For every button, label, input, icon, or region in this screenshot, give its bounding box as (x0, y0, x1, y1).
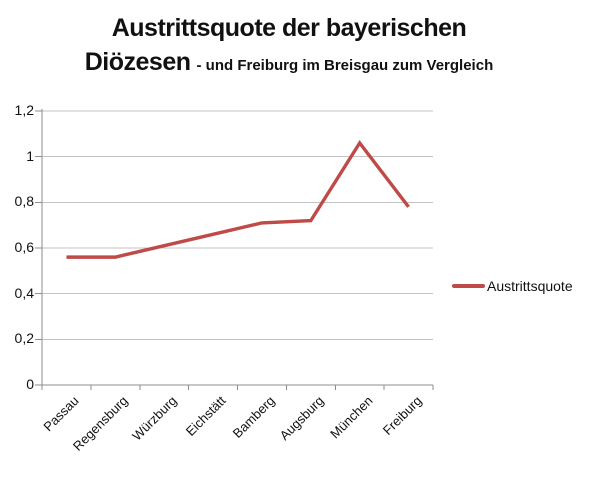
legend-line-swatch (452, 284, 485, 288)
series-line-austrittsquote (66, 139, 410, 259)
chart-title-line2: Diözesen - und Freiburg im Breisgau zum V… (0, 47, 578, 78)
legend: Austrittsquote (452, 278, 573, 294)
chart-subtitle: - und Freiburg im Breisgau zum Vergleich (196, 57, 494, 75)
chart-title: Austrittsquote der bayerischen Diözesen -… (0, 13, 578, 79)
chart-title-main: Diözesen (84, 48, 191, 77)
legend-label: Austrittsquote (487, 278, 573, 294)
chart-title-line1: Austrittsquote der bayerischen (111, 14, 467, 42)
